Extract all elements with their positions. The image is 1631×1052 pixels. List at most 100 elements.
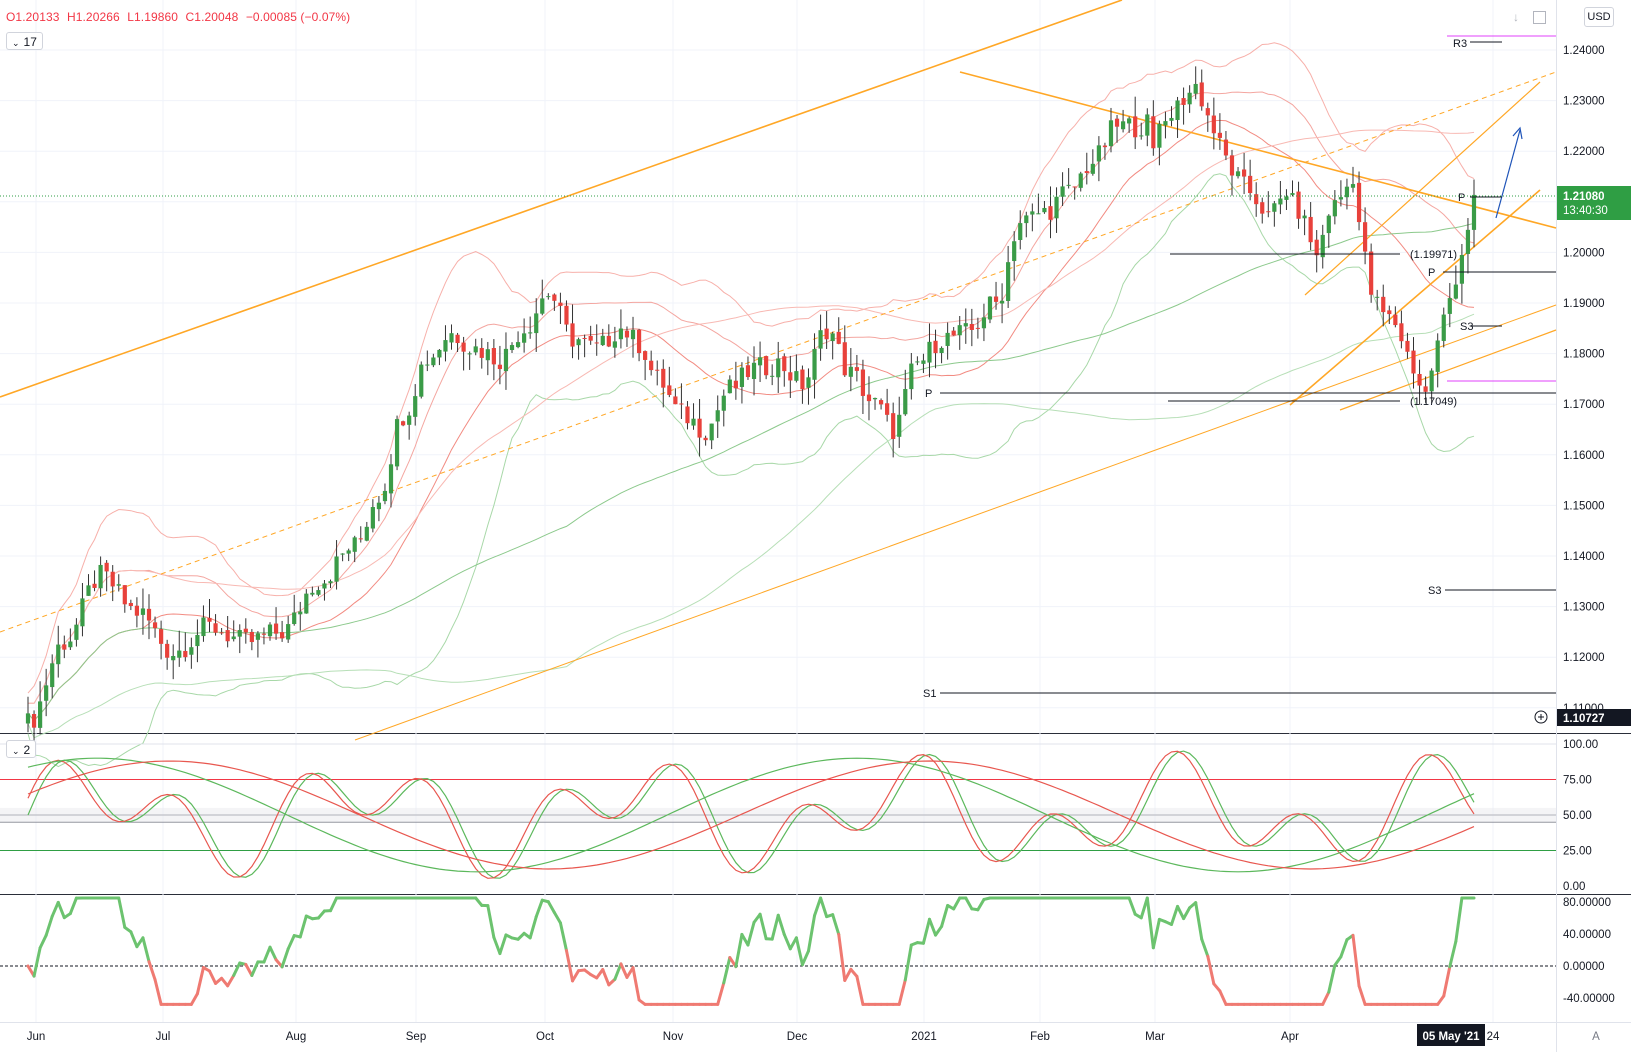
- osc-segment: [286, 934, 296, 951]
- candle-body: [776, 358, 781, 378]
- indicators-toggle-button[interactable]: ⌄ 17: [6, 32, 43, 50]
- osc-segment: [1357, 984, 1367, 1006]
- candle-body: [1435, 340, 1440, 372]
- candle-body: [600, 335, 605, 346]
- candle-body: [237, 630, 242, 637]
- candle-body: [50, 663, 55, 688]
- candle-body: [1181, 98, 1186, 105]
- osc-segment: [819, 896, 829, 919]
- stoch-tick-label: 100.00: [1563, 739, 1598, 751]
- osc-segment: [776, 913, 786, 936]
- grid: [0, 0, 1556, 1022]
- candle-body: [92, 583, 97, 588]
- candle-body: [818, 330, 823, 349]
- osc-segment: [1436, 994, 1446, 1006]
- candle-body: [969, 323, 974, 330]
- candle-body: [382, 490, 388, 502]
- candle-body: [576, 339, 581, 346]
- candle-body: [981, 317, 987, 329]
- candle-body: [364, 526, 369, 541]
- download-icon[interactable]: ↓: [1513, 10, 1519, 24]
- time-tick-label: Jul: [156, 1031, 171, 1043]
- candle-body: [503, 348, 509, 372]
- candle-body: [770, 375, 775, 377]
- osc-segment: [208, 969, 218, 985]
- candle-body: [261, 633, 267, 635]
- candle-body: [116, 584, 121, 586]
- osc-segment: [716, 981, 726, 1006]
- osc-segment: [262, 945, 272, 964]
- osc-segment: [1206, 954, 1216, 986]
- candle-body: [134, 605, 140, 616]
- s3-near-label: S3: [1460, 321, 1473, 333]
- time-tick-label: 2021: [911, 1031, 937, 1043]
- crosshair-plus-icon: [1534, 710, 1548, 724]
- candle-body: [534, 313, 539, 334]
- candle-body: [830, 333, 835, 342]
- osc-segment: [770, 913, 780, 941]
- candle-body: [358, 538, 363, 540]
- osc-segment: [56, 900, 66, 920]
- candle-body: [140, 608, 146, 615]
- candle-body: [425, 364, 430, 366]
- osc-segment: [1327, 963, 1337, 994]
- candle-body: [298, 611, 303, 615]
- axes: 1.240001.230001.220001.210001.200001.190…: [27, 45, 1631, 1046]
- candle-body: [697, 418, 702, 438]
- indicator-bands: [27, 42, 1475, 768]
- candlesticks: [25, 66, 1477, 741]
- candle-body: [727, 379, 732, 394]
- osc-segment: [1194, 901, 1204, 941]
- ma-100-green: [27, 222, 1475, 722]
- candle-body: [31, 714, 37, 728]
- price-tick-label: 1.15000: [1563, 500, 1605, 512]
- osc-segment: [1169, 904, 1180, 926]
- candle-body: [1211, 115, 1216, 134]
- stoch-tick-label: 25.00: [1563, 846, 1592, 858]
- candle-body: [1006, 262, 1011, 302]
- candle-body: [594, 342, 599, 344]
- osc-segment: [794, 936, 804, 967]
- pivot-levels: R3 P (1.19971) P S3 P (1.17049) S3 S1: [0, 35, 1556, 700]
- candle-body: [467, 353, 472, 355]
- osc-segment: [831, 913, 841, 936]
- level-2-label: (1.17049): [1410, 396, 1457, 408]
- price-tick-label: 1.16000: [1563, 450, 1605, 462]
- candle-body: [643, 351, 648, 360]
- candle-body: [1199, 82, 1204, 107]
- candle-body: [334, 556, 339, 582]
- candle-body: [721, 395, 726, 411]
- candle-body: [1048, 206, 1053, 220]
- price-tick-label: 1.18000: [1563, 349, 1605, 361]
- bb-lower-green: [27, 173, 1475, 768]
- candle-body: [860, 369, 866, 396]
- candle-body: [86, 585, 91, 596]
- chevron-down-icon: ⌄: [12, 38, 20, 48]
- candle-body: [316, 590, 321, 595]
- osc-segment: [189, 992, 199, 1006]
- candle-body: [1362, 222, 1368, 252]
- osc-segment: [934, 924, 944, 937]
- forecast-arrow-head: [1512, 126, 1523, 140]
- candle-body: [915, 361, 920, 363]
- candle-body: [1193, 83, 1198, 94]
- osc-segment: [849, 967, 859, 978]
- channel-support: [1339, 329, 1557, 411]
- candle-body: [909, 363, 914, 390]
- fullscreen-icon[interactable]: [1533, 11, 1546, 24]
- osc-segment: [498, 933, 508, 956]
- candle-body: [122, 585, 127, 605]
- candle-body: [128, 602, 133, 607]
- currency-button[interactable]: USD: [1584, 7, 1614, 27]
- price-tick-label: 1.17000: [1563, 399, 1605, 411]
- candle-body: [891, 413, 896, 439]
- trend-lines: [0, 0, 1557, 741]
- trendline-descending: [959, 71, 1557, 229]
- candle-body: [183, 650, 188, 658]
- osc-segment: [32, 946, 42, 978]
- candle-body: [1163, 121, 1168, 126]
- osc-segment: [552, 910, 562, 925]
- osc-segment: [1182, 906, 1192, 921]
- pane2-indicators-toggle-button[interactable]: ⌄ 2: [6, 740, 37, 758]
